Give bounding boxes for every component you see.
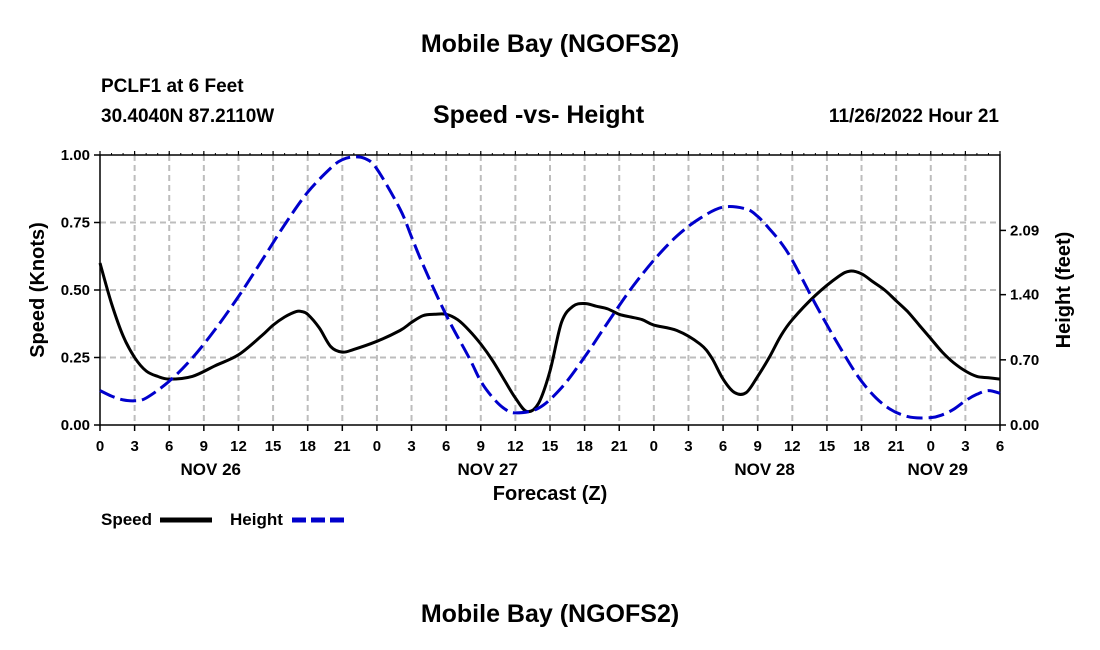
y-tick-label: 0.25 (61, 350, 90, 367)
x-tick-label: 15 (542, 438, 559, 455)
y-tick-label: 0.00 (61, 417, 90, 434)
x-tick-label: 6 (165, 438, 173, 455)
x-tick-label: 9 (477, 438, 485, 455)
y2-tick-label: 0.70 (1010, 352, 1039, 369)
x-tick-label: 12 (230, 438, 247, 455)
y2-tick-label: 1.40 (1010, 287, 1039, 304)
chart-title: Mobile Bay (NGOFS2) (420, 30, 680, 58)
y-tick-label: 1.00 (61, 147, 90, 164)
x-tick-label: 9 (754, 438, 762, 455)
y-tick-label: 0.75 (61, 215, 90, 232)
series-line-speed (98, 262, 1001, 414)
x-tick-label: 0 (650, 438, 658, 455)
x-tick-label: 15 (265, 438, 282, 455)
x-tick-label: 18 (853, 438, 870, 455)
y2-tick-label: 0.00 (1010, 417, 1039, 434)
x-tick-label: 0 (96, 438, 104, 455)
x-tick-label: 6 (442, 438, 450, 455)
x-tick-label: 21 (611, 438, 628, 455)
series (98, 155, 1001, 420)
footer-title: Mobile Bay (NGOFS2) (420, 600, 680, 628)
forecast-timestamp: 11/26/2022 Hour 21 (828, 106, 999, 127)
x-tick-label: 21 (888, 438, 905, 455)
legend-label-speed: Speed (101, 510, 152, 529)
x-tick-label: 3 (684, 438, 692, 455)
x-tick-label: 0 (373, 438, 381, 455)
axis-ticks: 0 3 6 9 12 15 18 21 0 3 6 9 12 15 18 21 0 3 6 9 12 15 18 21 0 3 60… (61, 147, 1039, 479)
date-label: NOV 26 (181, 460, 241, 479)
x-tick-label: 3 (407, 438, 415, 455)
y-axis-label: Speed (Knots) (27, 222, 49, 358)
y-tick-label: 0.50 (61, 282, 90, 299)
x-tick-label: 21 (334, 438, 351, 455)
x-tick-label: 12 (507, 438, 524, 455)
station-coordinates: 30.4040N 87.2110W (101, 106, 275, 127)
chart-subtitle: Speed -vs- Height (433, 101, 645, 129)
x-tick-label: 15 (819, 438, 836, 455)
legend: Speed Height (101, 510, 344, 529)
x-tick-label: 12 (784, 438, 801, 455)
station-label: PCLF1 at 6 Feet (101, 76, 244, 97)
date-label: NOV 29 (907, 460, 967, 479)
legend-label-height: Height (230, 510, 283, 529)
x-tick-label: 6 (719, 438, 727, 455)
x-tick-label: 18 (576, 438, 593, 455)
x-tick-label: 9 (200, 438, 208, 455)
x-tick-label: 3 (130, 438, 138, 455)
date-label: NOV 27 (457, 460, 517, 479)
x-tick-label: 0 (927, 438, 935, 455)
x-tick-label: 3 (961, 438, 969, 455)
date-label: NOV 28 (734, 460, 794, 479)
y2-tick-label: 2.09 (1010, 222, 1039, 239)
y2-axis-label: Height (feet) (1053, 232, 1075, 349)
series-line-height (99, 155, 1001, 420)
x-tick-label: 6 (996, 438, 1004, 455)
x-tick-label: 18 (299, 438, 316, 455)
x-axis-label: Forecast (Z) (493, 483, 607, 505)
grid (100, 155, 1000, 425)
